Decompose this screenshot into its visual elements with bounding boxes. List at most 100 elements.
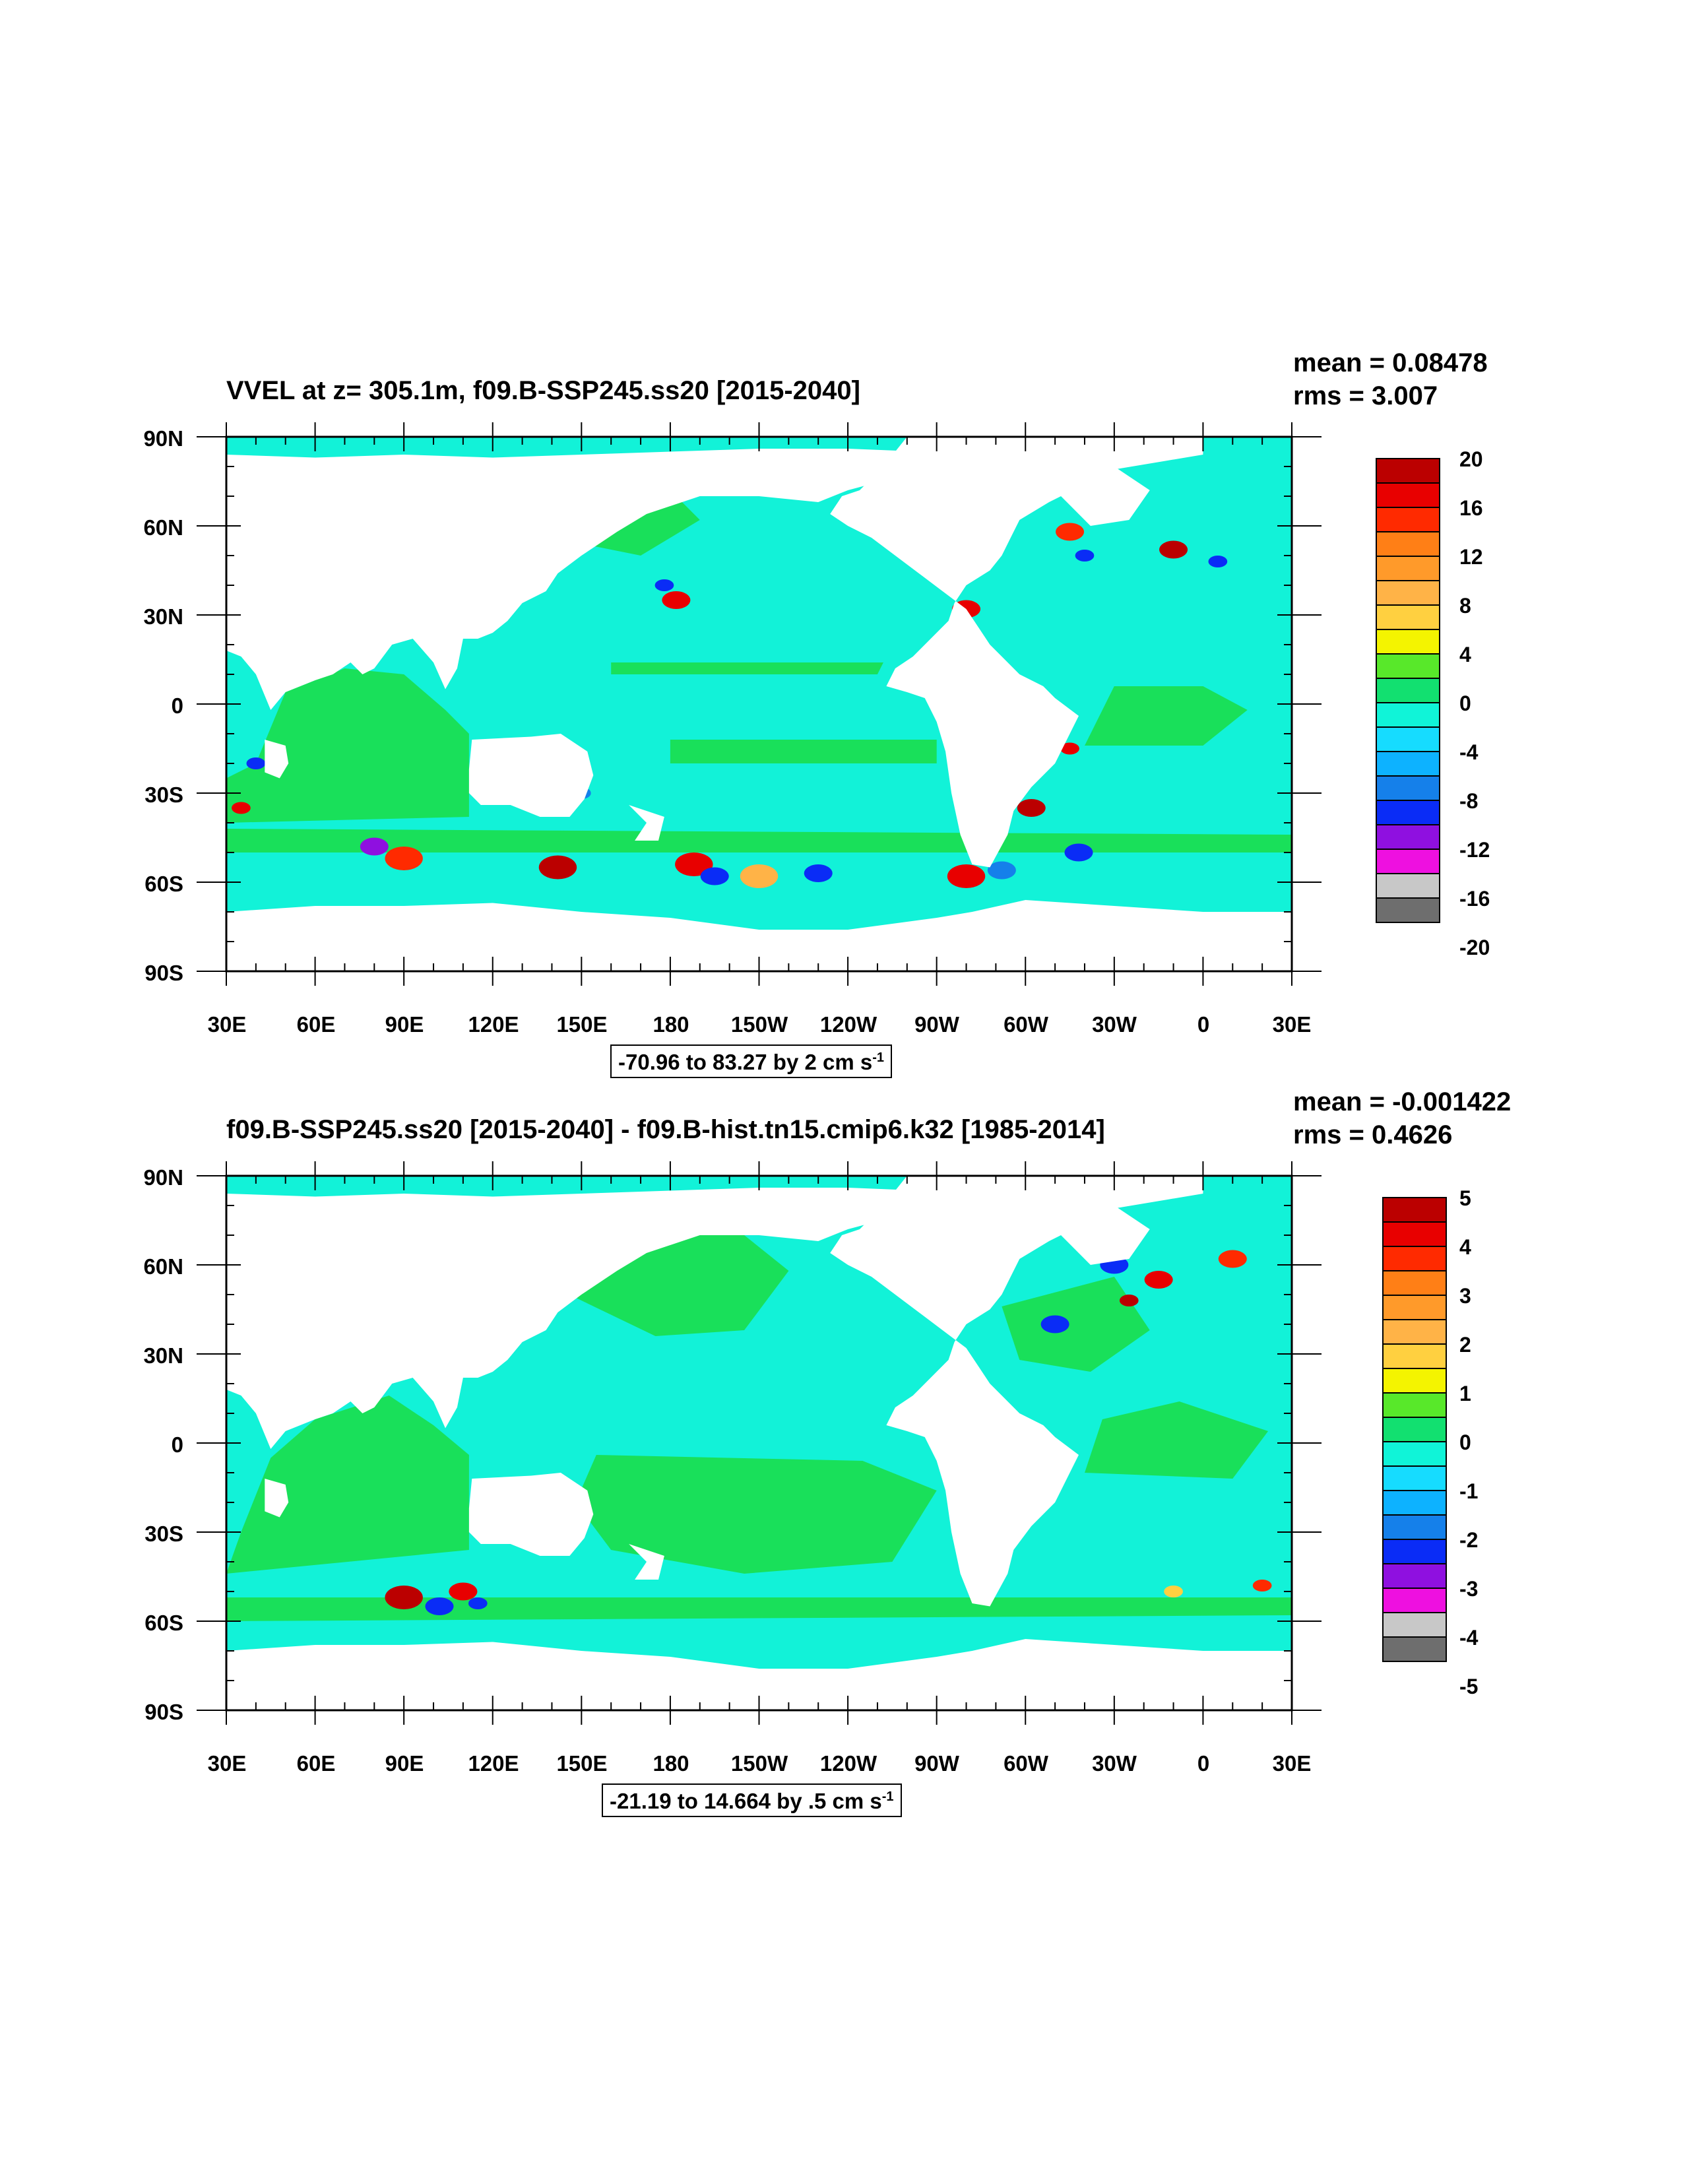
- range-unit-exponent: -1: [872, 1050, 885, 1065]
- velocity-hotspot: [1164, 1586, 1183, 1597]
- lon-label: 30E: [207, 1012, 247, 1037]
- velocity-hotspot: [360, 837, 389, 856]
- velocity-hotspot: [1144, 1271, 1173, 1289]
- colorbar-label: 16: [1459, 496, 1483, 520]
- velocity-hotspot: [385, 847, 423, 870]
- lon-label: 90E: [385, 1751, 424, 1776]
- colorbar-label: -8: [1459, 789, 1479, 813]
- colorbar-label: 2: [1459, 1333, 1471, 1357]
- velocity-hotspot: [1060, 742, 1079, 755]
- velocity-hotspot: [1075, 550, 1095, 562]
- madagascar-land: [265, 740, 289, 779]
- lon-label: 120E: [468, 1751, 519, 1776]
- velocity-hotspot: [804, 864, 833, 882]
- range-text: -21.19 to 14.664 by .5 cm s: [610, 1789, 882, 1813]
- colorbar-swatch: [1382, 1636, 1447, 1662]
- velocity-hotspot: [1218, 1250, 1247, 1268]
- colorbar-label: -5: [1459, 1675, 1479, 1698]
- lat-label: 0: [171, 693, 183, 718]
- colorbar-swatch: [1382, 1197, 1447, 1223]
- colorbar-swatch: [1382, 1270, 1447, 1296]
- lat-label: 90N: [143, 1165, 183, 1190]
- velocity-hotspot: [1159, 540, 1188, 559]
- lon-label: 30E: [1272, 1751, 1312, 1776]
- green-zone: [226, 1396, 469, 1574]
- velocity-hotspot: [654, 579, 674, 591]
- velocity-hotspot: [1119, 1295, 1139, 1306]
- panel-title: f09.B-SSP245.ss20 [2015-2040] - f09.B-hi…: [226, 1115, 1105, 1144]
- australia-land: [468, 734, 594, 817]
- colorbar-swatch: [1382, 1343, 1447, 1369]
- colorbar-swatch: [1376, 556, 1440, 581]
- greenland-land: [1049, 461, 1150, 526]
- colorbar-swatch: [1376, 726, 1440, 752]
- colorbar-label: -4: [1459, 1626, 1479, 1650]
- colorbar-swatch: [1376, 580, 1440, 606]
- velocity-hotspot: [987, 861, 1016, 880]
- lon-label: 120W: [819, 1751, 877, 1776]
- lon-label: 90E: [385, 1012, 424, 1037]
- lon-label: 30W: [1092, 1751, 1137, 1776]
- colorbar-label: -16: [1459, 887, 1490, 911]
- velocity-hotspot: [947, 864, 986, 888]
- colorbar-label: 4: [1459, 643, 1471, 666]
- colorbar-swatch: [1376, 702, 1440, 728]
- lon-label: 30W: [1092, 1012, 1137, 1037]
- lat-label: 60N: [143, 515, 183, 540]
- velocity-hotspot: [700, 867, 729, 885]
- colorbar-label: -2: [1459, 1528, 1479, 1552]
- lon-label: 90W: [914, 1751, 959, 1776]
- green-zone: [611, 662, 883, 674]
- colorbar-swatch: [1382, 1465, 1447, 1491]
- americas-land: [830, 437, 1203, 868]
- colorbar-label: 5: [1459, 1186, 1471, 1210]
- colorbar-label: -12: [1459, 838, 1490, 862]
- lon-label: 150E: [556, 1751, 608, 1776]
- lon-label: 30E: [207, 1751, 247, 1776]
- velocity-hotspot: [1252, 1580, 1272, 1591]
- lon-label: 120E: [468, 1012, 519, 1037]
- colorbar-label: -1: [1459, 1479, 1479, 1503]
- africa-europe-asia-land: [226, 437, 931, 710]
- lat-label: 30S: [144, 1522, 183, 1546]
- lat-label: 60S: [144, 872, 183, 896]
- colorbar-label: 0: [1459, 1430, 1471, 1454]
- lon-label: 60W: [1004, 1012, 1048, 1037]
- panel-title: VVEL at z= 305.1m, f09.B-SSP245.ss20 [20…: [226, 376, 860, 405]
- antarctica-land: [226, 1639, 1292, 1710]
- lat-label: 30N: [143, 604, 183, 629]
- colorbar-label: 1: [1459, 1382, 1471, 1405]
- contour-range-box: -70.96 to 83.27 by 2 cm s-1: [610, 1044, 893, 1078]
- velocity-hotspot: [232, 802, 251, 814]
- velocity-hotspot: [425, 1597, 454, 1615]
- panel-2: f09.B-SSP245.ss20 [2015-2040] - f09.B-hi…: [0, 739, 1689, 1817]
- velocity-hotspot: [468, 1597, 488, 1609]
- lat-label: 0: [171, 1432, 183, 1457]
- colorbar-swatch: [1376, 507, 1440, 532]
- lat-label: 90S: [144, 961, 183, 985]
- colorbar-label: -3: [1459, 1577, 1479, 1601]
- green-zone: [226, 829, 1292, 852]
- colorbar-swatch: [1376, 678, 1440, 703]
- colorbar-swatch: [1382, 1368, 1447, 1394]
- range-unit-exponent: -1: [881, 1789, 894, 1804]
- green-zone: [1002, 1277, 1150, 1372]
- velocity-hotspot: [1040, 1315, 1069, 1333]
- colorbar-label: 8: [1459, 594, 1471, 618]
- lon-label: 180: [653, 1012, 689, 1037]
- map-panel-1: [197, 422, 1440, 986]
- colorbar-label: 12: [1459, 545, 1483, 569]
- colorbar-swatch: [1376, 897, 1440, 923]
- mean-label: mean = 0.08478: [1293, 348, 1488, 377]
- lon-label: 150W: [730, 1012, 788, 1037]
- rms-label: rms = 3.007: [1293, 381, 1438, 410]
- colorbar-label: 20: [1459, 447, 1483, 471]
- velocity-hotspot: [538, 855, 577, 880]
- lon-label: 30E: [1272, 1012, 1312, 1037]
- colorbar-label: 4: [1459, 1235, 1471, 1259]
- lat-label: 90N: [143, 426, 183, 451]
- colorbar-swatch: [1382, 1588, 1447, 1613]
- velocity-hotspot: [1208, 556, 1228, 567]
